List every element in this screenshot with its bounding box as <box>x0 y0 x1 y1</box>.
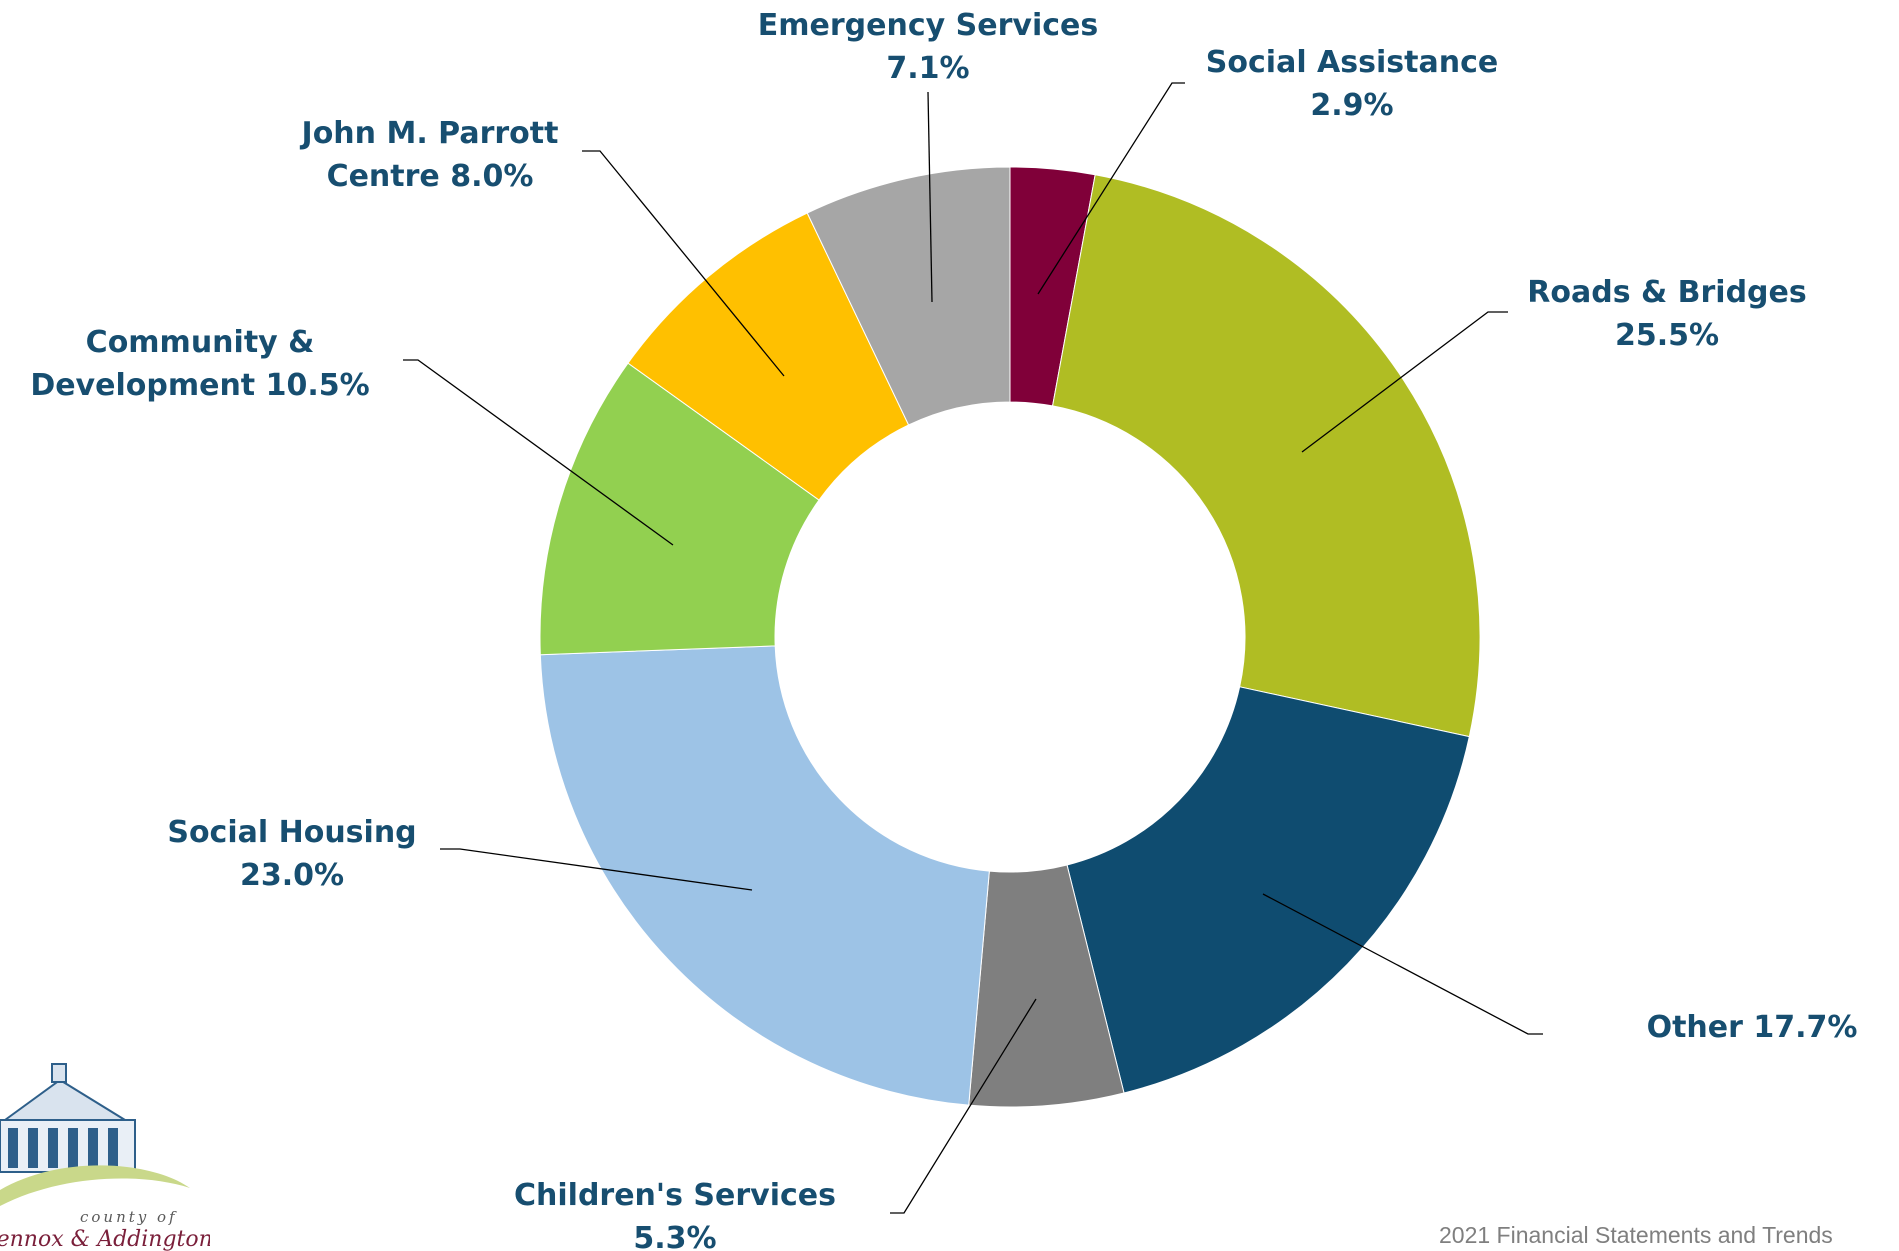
slice-label-line: Development 10.5% <box>30 368 369 403</box>
slice-label-6: John M. Parrott Centre 8.0% <box>300 116 559 194</box>
slice-label-line: 7.1% <box>886 51 969 86</box>
slice-label-3: Children's Services 5.3% <box>514 1178 836 1251</box>
slice-label-line: Children's Services <box>514 1178 836 1213</box>
slice-1 <box>1053 175 1480 737</box>
slice-label-line: Emergency Services <box>758 8 1098 43</box>
logo-line1: county of <box>80 1208 178 1226</box>
slice-label-line: John M. Parrott <box>300 116 559 151</box>
slice-label-line: Roads & Bridges <box>1527 275 1806 310</box>
slice-label-line: Community & <box>86 325 315 360</box>
slice-label-line: Social Housing <box>167 815 416 850</box>
slice-4 <box>540 646 989 1105</box>
slice-label-line: 2.9% <box>1310 88 1393 123</box>
slice-label-5: Community & Development 10.5% <box>30 325 369 403</box>
county-logo: county of Lennox & Addington <box>0 1060 210 1251</box>
slice-label-7: Emergency Services 7.1% <box>758 8 1098 86</box>
footer-caption: 2021 Financial Statements and Trends <box>1439 1222 1899 1249</box>
slice-label-0: Social Assistance 2.9% <box>1206 45 1498 123</box>
slice-label-line: Social Assistance <box>1206 45 1498 80</box>
slice-label-line: Other 17.7% <box>1647 1010 1858 1045</box>
slice-label-4: Social Housing 23.0% <box>167 815 416 893</box>
slice-label-line: 25.5% <box>1615 318 1719 353</box>
slice-label-1: Roads & Bridges 25.5% <box>1527 275 1806 353</box>
slice-label-line: 5.3% <box>633 1221 716 1251</box>
slice-label-2: Other 17.7% <box>1647 1010 1858 1045</box>
slice-2 <box>1067 687 1469 1093</box>
slice-label-line: Centre 8.0% <box>327 159 534 194</box>
slice-label-line: 23.0% <box>240 858 344 893</box>
logo-line2: Lennox & Addington <box>0 1227 210 1251</box>
courthouse-icon <box>0 1064 135 1172</box>
